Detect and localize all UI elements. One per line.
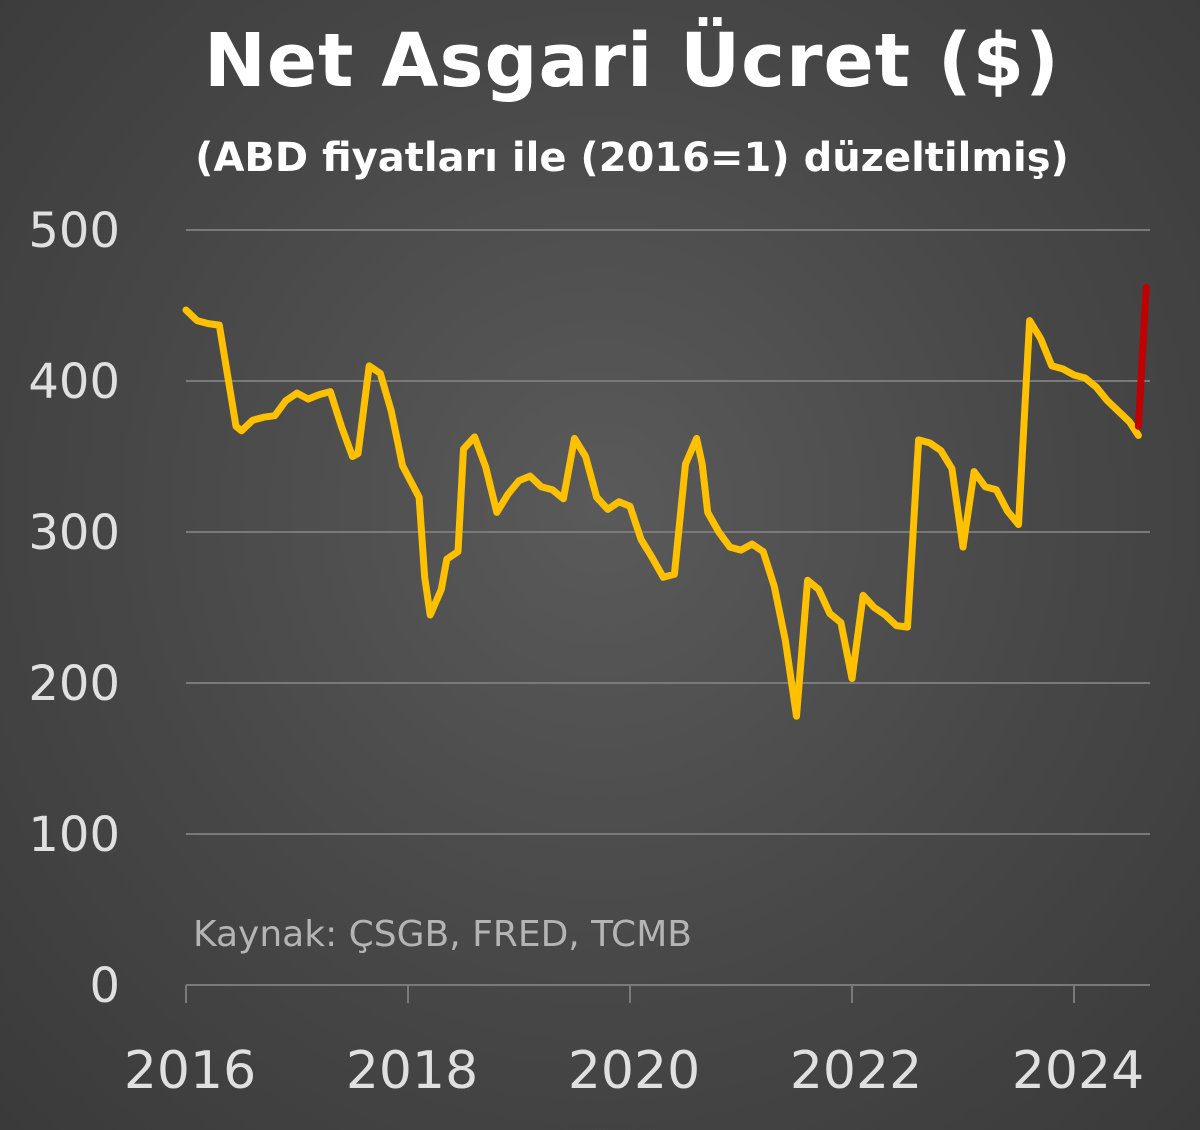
y-tick-label: 300 xyxy=(28,505,120,561)
y-tick-label: 0 xyxy=(89,958,120,1014)
series-line-main xyxy=(182,306,1142,720)
y-axis-ticks: 0 100 200 300 400 500 xyxy=(28,203,120,1014)
y-tick-label: 500 xyxy=(28,203,120,259)
source-note: Kaynak: ÇSGB, FRED, TCMB xyxy=(193,914,692,955)
series-line-latest xyxy=(1134,283,1150,430)
x-tick-label: 2024 xyxy=(1012,1041,1144,1101)
y-tick-label: 400 xyxy=(28,354,120,410)
x-tick-label: 2022 xyxy=(790,1041,922,1101)
chart-title: Net Asgari Ücret ($) xyxy=(203,18,1060,104)
chart-subtitle: (ABD fiyatları ile (2016=1) düzeltilmiş) xyxy=(195,135,1069,181)
x-axis-ticks: 2016 2018 2020 2022 2024 xyxy=(124,985,1144,1101)
y-tick-label: 200 xyxy=(28,656,120,712)
x-tick-label: 2016 xyxy=(124,1041,256,1101)
y-tick-label: 100 xyxy=(28,807,120,863)
x-tick-label: 2020 xyxy=(568,1041,700,1101)
series-lines xyxy=(182,283,1150,720)
gridlines xyxy=(186,229,1150,835)
x-tick-label: 2018 xyxy=(346,1041,478,1101)
